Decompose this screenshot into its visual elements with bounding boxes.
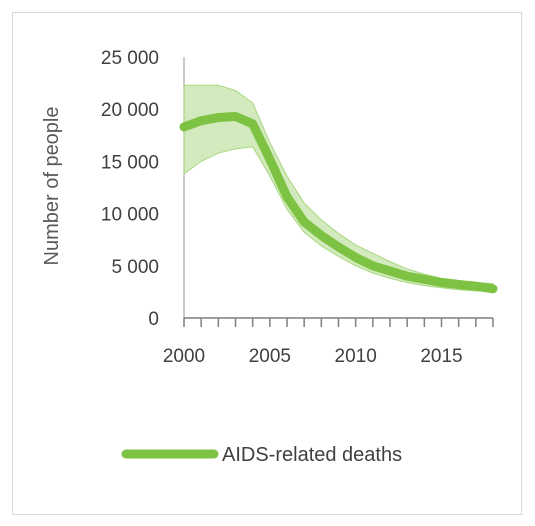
series-line-aids-related-deaths — [179, 112, 498, 294]
y-tick-label: 20 000 — [101, 100, 159, 121]
x-tick-label: 2000 — [163, 346, 205, 367]
y-tick-label: 0 — [148, 309, 159, 330]
plot-area — [179, 84, 498, 294]
y-tick-label: 25 000 — [101, 48, 159, 69]
y-axis-ticks: 0 5 000 10 000 15 000 20 000 25 000 — [101, 48, 185, 330]
y-tick-label: 10 000 — [101, 205, 159, 226]
y-tick-label: 15 000 — [101, 152, 159, 173]
x-tick-label: 2005 — [249, 346, 291, 367]
chart-area — [12, 12, 522, 515]
x-tick-label: 2015 — [420, 346, 462, 367]
legend-label: AIDS-related deaths — [222, 444, 402, 466]
x-tick-label: 2010 — [335, 346, 377, 367]
x-axis: 2000 2005 2010 2015 — [163, 317, 494, 367]
legend: AIDS-related deaths — [121, 444, 402, 466]
y-tick-label: 5 000 — [111, 257, 159, 278]
y-axis-title: Number of people — [41, 107, 63, 266]
